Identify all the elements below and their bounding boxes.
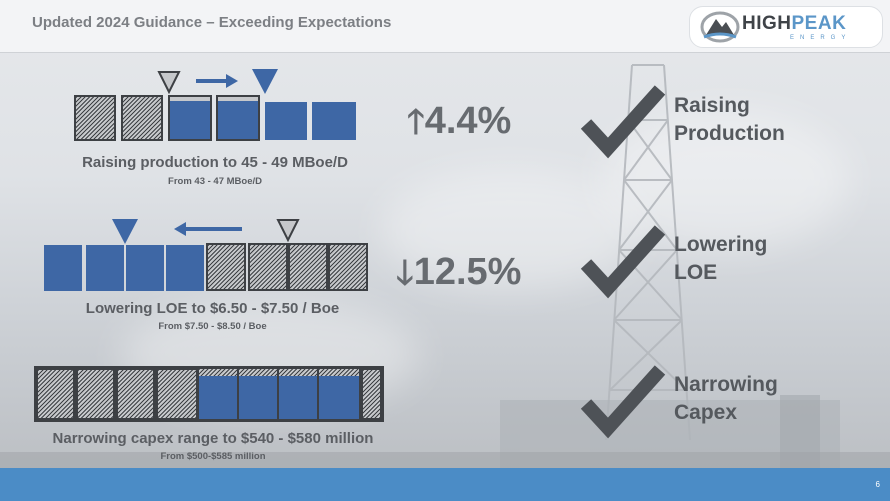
loe-shift-arrow-icon xyxy=(174,222,242,236)
loe-new-marker-icon xyxy=(112,219,138,244)
header-bar: Updated 2024 Guidance – Exceeding Expect… xyxy=(0,0,890,53)
page-title: Updated 2024 Guidance – Exceeding Expect… xyxy=(32,14,392,31)
production-old-marker-icon xyxy=(157,71,181,95)
production-shift-arrow-icon xyxy=(196,74,238,88)
loe-change-value: 🡓12.5% xyxy=(396,251,522,293)
down-arrow-icon: 🡓 xyxy=(396,253,414,293)
production-new-marker-icon xyxy=(252,69,278,94)
loe-old-marker-icon xyxy=(276,219,300,243)
production-prior-range: From 43 - 47 MBoe/D xyxy=(168,176,262,187)
footer-bar: 6 xyxy=(0,468,890,501)
loe-check-label: Lowering LOE xyxy=(674,233,768,284)
logo-subtext: ENERGY xyxy=(790,35,852,41)
check-icon xyxy=(580,365,666,439)
company-logo: HIGHPEAK ENERGY xyxy=(689,6,883,48)
production-label: Raising production to 45 - 49 MBoe/D xyxy=(82,154,348,171)
production-check-label: Raising Production xyxy=(674,94,785,145)
check-icon xyxy=(580,225,666,299)
production-change-value: 🡑4.4% xyxy=(407,100,512,142)
page-number: 6 xyxy=(875,480,880,489)
up-arrow-icon: 🡑 xyxy=(407,102,425,142)
mountain-logo-icon xyxy=(700,11,740,43)
loe-prior-range: From $7.50 - $8.50 / Boe xyxy=(158,321,267,332)
capex-prior-range: From $500-$585 million xyxy=(160,451,266,462)
capex-label: Narrowing capex range to $540 - $580 mil… xyxy=(52,430,374,447)
loe-label: Lowering LOE to $6.50 - $7.50 / Boe xyxy=(85,300,340,317)
capex-check-label: Narrowing Capex xyxy=(674,373,778,424)
check-icon xyxy=(580,85,666,159)
logo-wordmark: HIGHPEAK xyxy=(742,13,847,34)
